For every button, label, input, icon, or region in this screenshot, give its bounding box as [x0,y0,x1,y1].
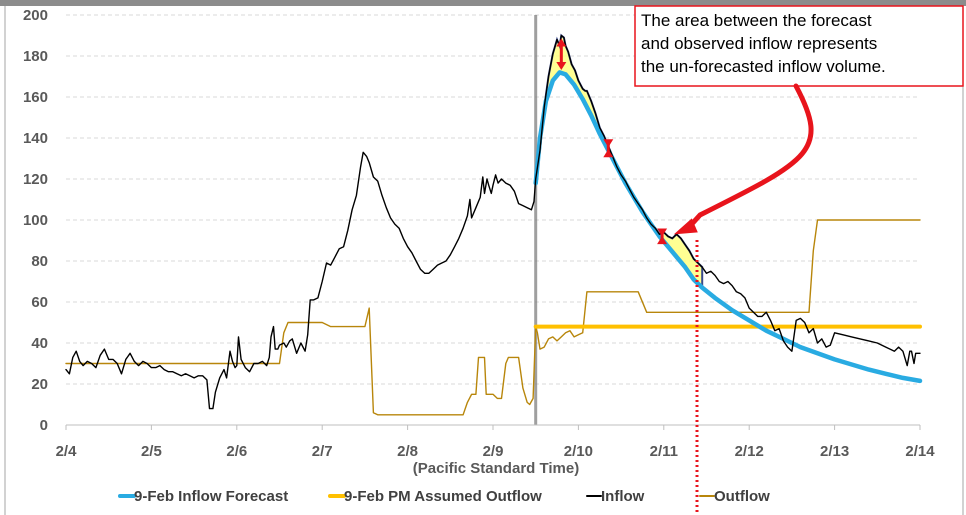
legend-label-9-feb-inflow-forecast: 9-Feb Inflow Forecast [134,488,288,505]
axes [65,424,921,430]
y-tick-label-40: 40 [31,335,48,352]
legend-label-outflow: Outflow [714,488,770,505]
arrow-head [657,236,668,245]
annotation-pointer [687,83,814,229]
y-tick-label-60: 60 [31,294,48,311]
x-tick-label-2-13: 2/13 [820,443,849,460]
legend-label-inflow: Inflow [601,488,645,505]
annotation-box [634,5,964,87]
y-tick-label-140: 140 [23,130,48,147]
legend-label-9-feb-pm-assumed-outflow: 9-Feb PM Assumed Outflow [344,488,542,505]
arrow-head [657,228,668,237]
x-tick-label-2-14: 2/14 [905,443,935,460]
x-tick-label-2-6: 2/6 [226,443,247,460]
y-tick-label-160: 160 [23,89,48,106]
difference-arrow [603,139,614,158]
x-tick-label-2-7: 2/7 [312,443,333,460]
x-tick-label-2-4: 2/4 [56,443,78,460]
annotation-text-line: The area between the forecast [641,11,872,30]
difference-arrow [556,38,567,70]
annotation-text-line: and observed inflow represents [641,34,877,53]
y-tick-label-20: 20 [31,376,48,393]
annotation-callout: The area between the forecast and observe… [634,5,964,515]
annotation-text-line: the un-forecasted inflow volume. [641,57,886,76]
x-tick-label-2-8: 2/8 [397,443,418,460]
x-tick-label-2-11: 2/11 [650,443,678,460]
difference-arrow [657,228,668,245]
series-line-inflow [65,34,921,410]
x-axis-title: (Pacific Standard Time) [413,460,579,477]
series-line-outflow [65,219,921,416]
arrow-head [556,61,567,70]
y-tick-label-180: 180 [23,48,48,65]
horizontal-gridlines [66,14,920,385]
x-tick-label-2-10: 2/10 [564,443,593,460]
y-tick-label-100: 100 [23,212,48,229]
y-tick-label-120: 120 [23,171,48,188]
y-tick-label-0: 0 [40,417,48,434]
x-tick-label-2-9: 2/9 [483,443,504,460]
x-tick-label-2-5: 2/5 [141,443,162,460]
difference-arrows [556,38,668,245]
annotation-pointer-head [673,218,698,235]
y-tick-label-200: 200 [23,7,48,24]
y-tick-label-80: 80 [31,253,48,270]
x-tick-label-2-12: 2/12 [735,443,764,460]
arrow-head [603,139,614,148]
plot-series [65,34,923,416]
y-axis-tick-labels: 0 20 40 60 80 100 120 140 160 180 200 [23,7,48,434]
series-line-9-feb-inflow-forecast [533,70,923,384]
x-axis-tick-labels: 2/4 2/5 2/6 2/7 2/8 2/9 2/10 2/11 2/12 2/13 2/14 [56,443,936,460]
arrow-head [603,149,614,158]
top-border-bar [0,0,966,6]
legend: 9-Feb Inflow Forecast 9-Feb PM Assumed Ou… [118,488,770,505]
arrow-head [556,38,567,47]
